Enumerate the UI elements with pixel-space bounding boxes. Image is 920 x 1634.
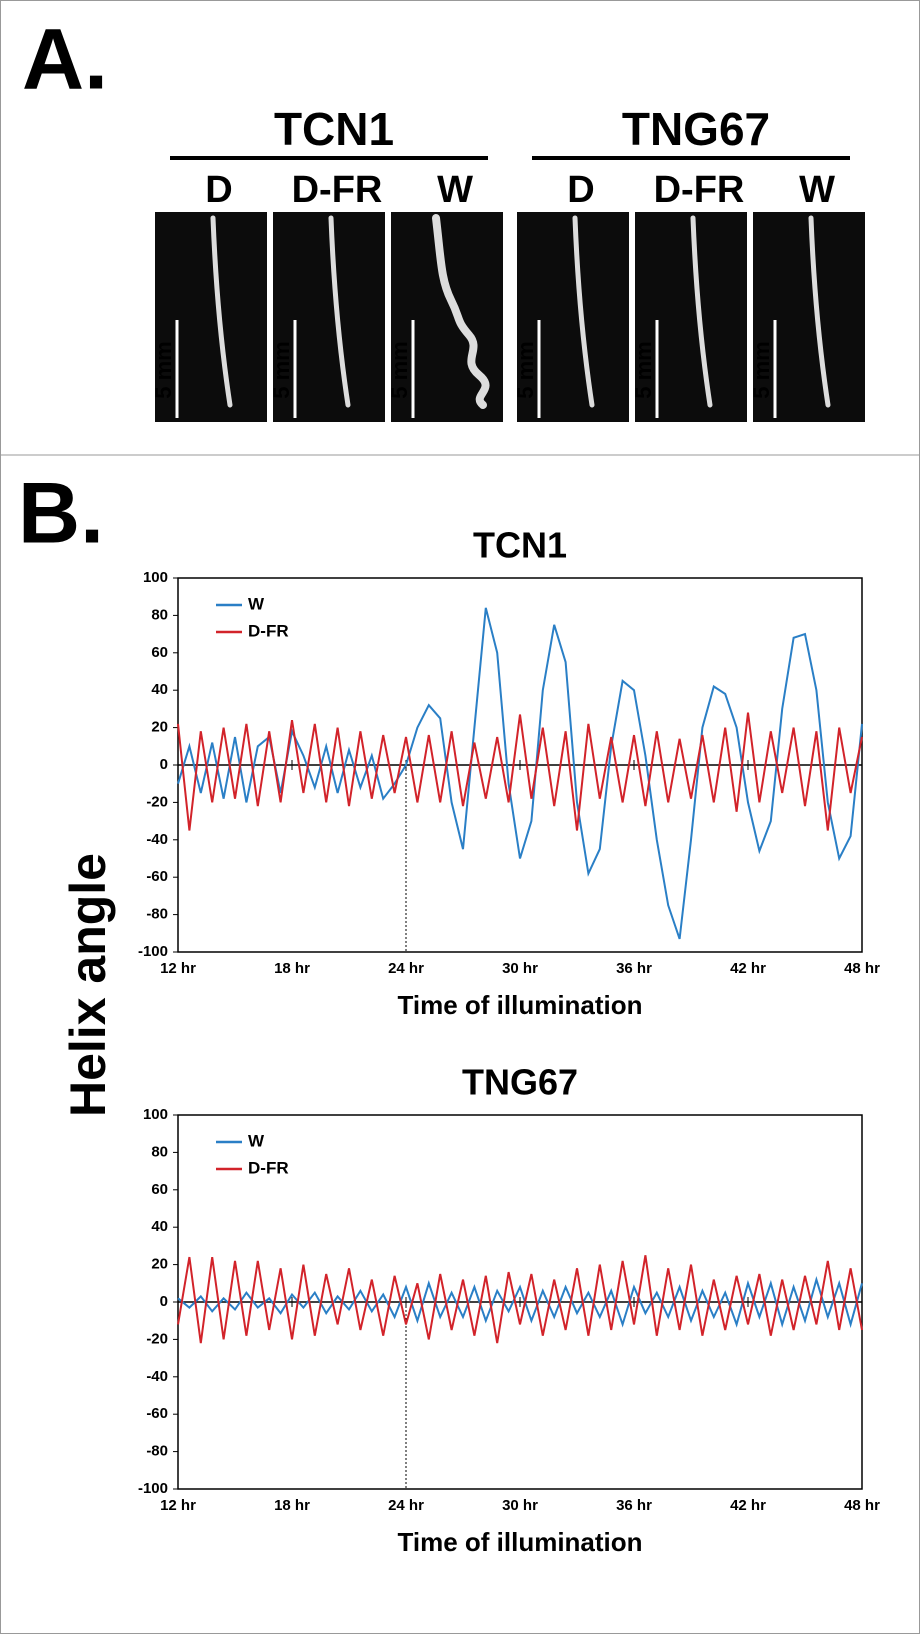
legend-label: D-FR [248, 1158, 289, 1177]
group-title: TCN1 [274, 103, 394, 155]
root-photo [155, 212, 267, 422]
x-tick-label: 48 hr [844, 1497, 880, 1514]
legend-label: W [248, 1131, 265, 1150]
y-tick-label: 40 [151, 1218, 168, 1235]
x-tick-label: 36 hr [616, 1497, 652, 1514]
y-tick-label: -80 [146, 1443, 168, 1460]
x-tick-label: 24 hr [388, 960, 424, 977]
y-tick-label: 40 [151, 681, 168, 698]
y-tick-label: 60 [151, 644, 168, 661]
chart-title: TCN1 [473, 525, 567, 566]
root [328, 215, 351, 408]
scale-bar-label: 5 mm [631, 341, 656, 398]
root [432, 214, 490, 409]
condition-label: W [799, 169, 835, 211]
condition-label: D-FR [292, 169, 383, 211]
y-tick-label: 100 [143, 569, 168, 586]
y-axis-label: Helix angle [60, 853, 116, 1117]
y-tick-label: 60 [151, 1181, 168, 1198]
y-tick-label: 80 [151, 1143, 168, 1160]
y-tick-label: -20 [146, 1330, 168, 1347]
legend-label: D-FR [248, 621, 289, 640]
condition-label: D-FR [654, 169, 745, 211]
series-line [177, 712, 863, 831]
x-tick-label: 24 hr [388, 1497, 424, 1514]
root [690, 215, 713, 408]
x-tick-label: 12 hr [160, 960, 196, 977]
root [210, 215, 233, 408]
scale-bar-label: 5 mm [513, 341, 538, 398]
x-tick-label: 48 hr [844, 960, 880, 977]
condition-label: D [567, 169, 594, 211]
x-tick-label: 18 hr [274, 960, 310, 977]
scale-bar-label: 5 mm [749, 341, 774, 398]
y-tick-label: -80 [146, 906, 168, 923]
root-photo [635, 212, 747, 422]
y-tick-label: -100 [138, 943, 168, 960]
x-tick-label: 18 hr [274, 1497, 310, 1514]
condition-label: D [205, 169, 232, 211]
series-line [177, 607, 863, 940]
y-tick-label: 0 [160, 756, 168, 773]
x-tick-label: 36 hr [616, 960, 652, 977]
x-tick-label: 12 hr [160, 1497, 196, 1514]
y-tick-label: 20 [151, 1256, 168, 1273]
y-tick-label: 20 [151, 719, 168, 736]
root [572, 215, 595, 408]
scale-bar-label: 5 mm [387, 341, 412, 398]
y-tick-label: -60 [146, 868, 168, 885]
legend-label: W [248, 594, 265, 613]
scale-bar-label: 5 mm [151, 341, 176, 398]
y-tick-label: -100 [138, 1480, 168, 1497]
y-tick-label: -60 [146, 1405, 168, 1422]
x-tick-label: 30 hr [502, 960, 538, 977]
chart-title: TNG67 [462, 1062, 578, 1103]
group-title: TNG67 [622, 103, 770, 155]
panel-a-label: A. [22, 12, 108, 108]
x-tick-label: 30 hr [502, 1497, 538, 1514]
root-photo [753, 212, 865, 422]
y-tick-label: 100 [143, 1106, 168, 1123]
y-tick-label: -20 [146, 793, 168, 810]
y-tick-label: -40 [146, 1368, 168, 1385]
x-tick-label: 42 hr [730, 1497, 766, 1514]
y-tick-label: 80 [151, 606, 168, 623]
series-line [177, 1276, 863, 1329]
series-line [177, 1255, 863, 1344]
condition-label: W [437, 169, 473, 211]
x-axis-label: Time of illumination [397, 1527, 642, 1557]
x-tick-label: 42 hr [730, 960, 766, 977]
y-tick-label: 0 [160, 1293, 168, 1310]
root-photo [517, 212, 629, 422]
panel-b-label: B. [18, 466, 104, 562]
root-photo [273, 212, 385, 422]
scale-bar-label: 5 mm [269, 341, 294, 398]
y-tick-label: -40 [146, 831, 168, 848]
root [808, 215, 831, 408]
x-axis-label: Time of illumination [397, 990, 642, 1020]
